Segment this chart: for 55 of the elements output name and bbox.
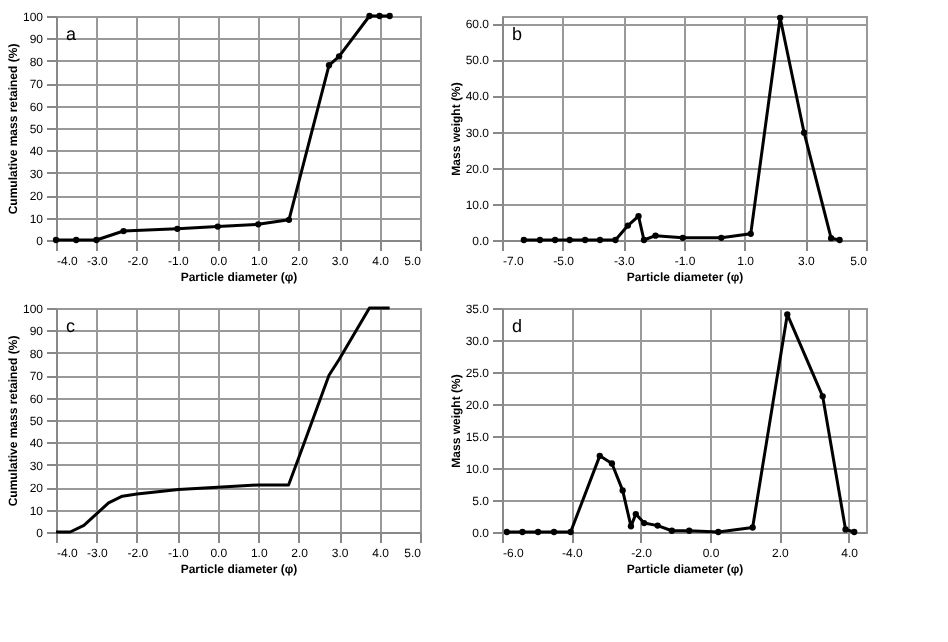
point xyxy=(640,519,648,527)
point xyxy=(749,524,756,531)
annotation: b xyxy=(512,24,523,44)
point xyxy=(335,53,343,60)
point xyxy=(536,236,544,244)
point xyxy=(836,236,843,244)
point xyxy=(120,227,127,235)
point xyxy=(679,234,686,241)
point xyxy=(386,12,393,20)
point xyxy=(285,216,293,223)
point xyxy=(551,236,559,244)
point xyxy=(214,223,221,230)
point xyxy=(325,62,333,69)
point xyxy=(550,528,558,536)
point xyxy=(366,12,373,20)
point xyxy=(596,452,603,459)
point xyxy=(93,236,100,244)
point xyxy=(635,213,642,220)
annotation: d xyxy=(512,316,523,336)
point xyxy=(612,236,619,244)
point xyxy=(776,14,784,21)
point xyxy=(624,222,632,229)
point xyxy=(715,528,722,536)
point xyxy=(627,523,635,530)
point xyxy=(567,528,574,536)
point xyxy=(718,234,725,241)
annotation: c xyxy=(66,316,76,336)
point xyxy=(566,236,573,244)
point xyxy=(534,528,542,536)
point xyxy=(52,236,60,244)
point xyxy=(581,236,589,244)
point xyxy=(596,236,604,244)
point xyxy=(747,230,754,238)
point xyxy=(519,528,526,536)
point xyxy=(800,129,808,136)
point xyxy=(784,311,791,318)
point xyxy=(668,527,676,534)
point xyxy=(376,12,383,20)
point xyxy=(619,487,626,494)
point xyxy=(652,232,659,239)
point xyxy=(842,526,849,533)
point xyxy=(73,236,80,244)
point xyxy=(255,221,262,228)
point xyxy=(520,236,527,244)
point xyxy=(819,393,826,400)
point xyxy=(640,236,648,244)
point xyxy=(503,528,511,536)
point xyxy=(851,528,858,536)
annotation: a xyxy=(66,24,77,44)
point xyxy=(686,527,693,534)
point xyxy=(632,510,639,518)
point xyxy=(827,235,835,242)
point xyxy=(608,460,616,467)
point xyxy=(174,225,181,232)
point xyxy=(654,522,661,529)
